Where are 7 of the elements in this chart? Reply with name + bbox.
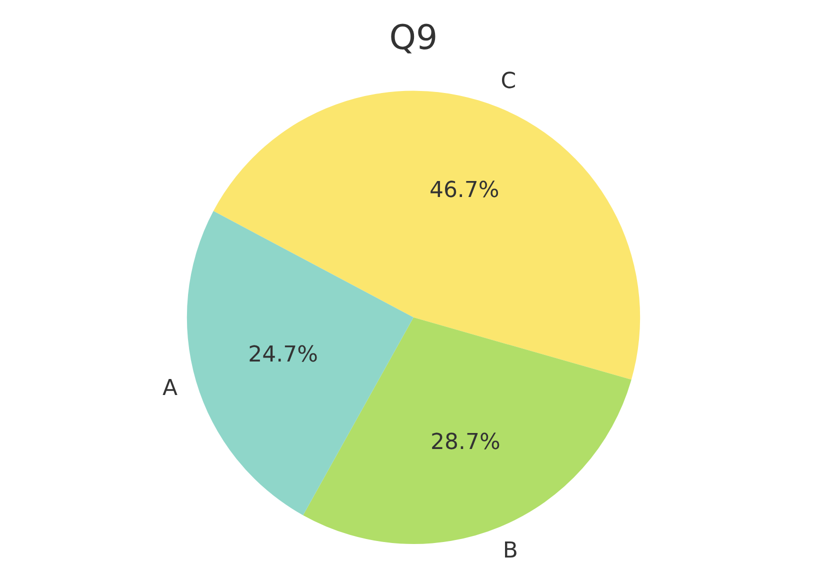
data-label: 24.7% [248, 342, 318, 368]
data-label: 46.7% [429, 178, 500, 204]
slice-label: B [502, 538, 518, 564]
chart-title: Q9 [389, 18, 438, 58]
slice-label: A [162, 376, 178, 401]
slice-label: C [500, 68, 516, 94]
data-label: 28.7% [430, 430, 500, 455]
